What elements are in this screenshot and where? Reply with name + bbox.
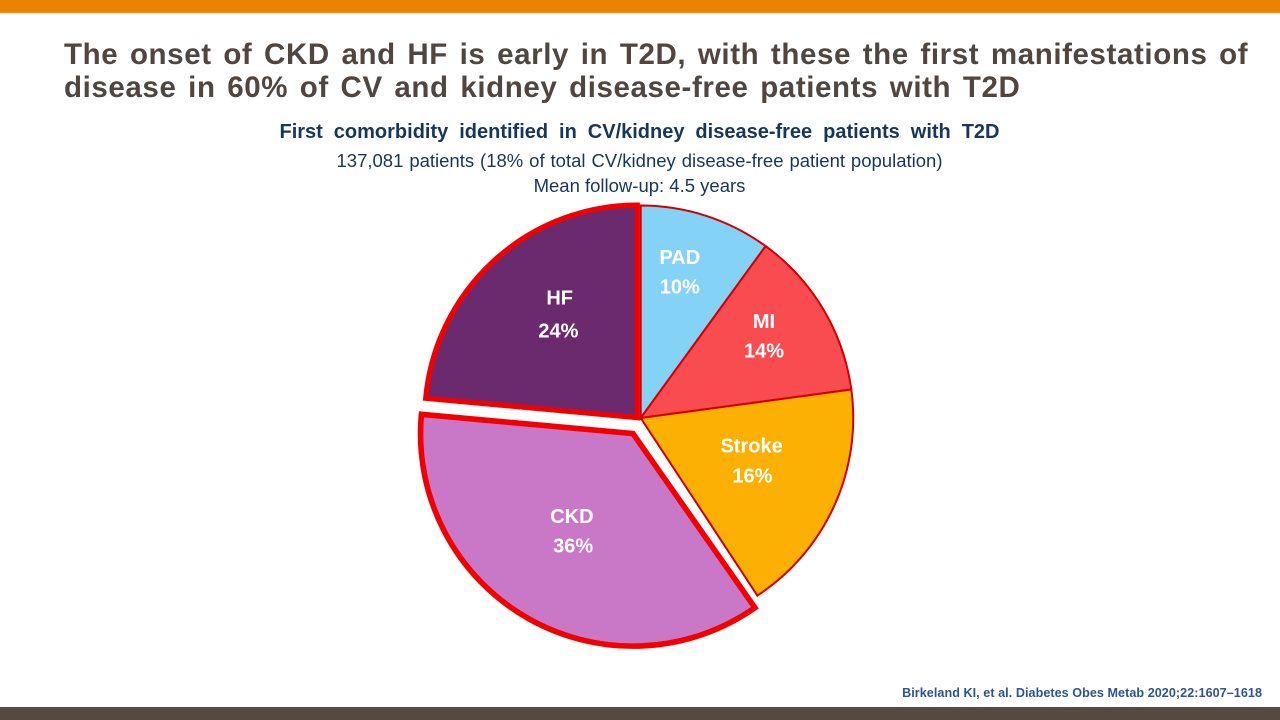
svg-text:14%: 14% [744,340,784,362]
svg-text:CKD: CKD [550,506,593,528]
svg-text:Stroke: Stroke [720,436,782,458]
svg-text:36%: 36% [553,536,593,558]
svg-text:HF: HF [546,287,573,309]
svg-text:PAD: PAD [659,247,700,269]
svg-text:16%: 16% [732,465,772,487]
svg-text:MI: MI [753,311,775,333]
svg-text:24%: 24% [538,320,578,342]
svg-text:10%: 10% [660,276,700,298]
